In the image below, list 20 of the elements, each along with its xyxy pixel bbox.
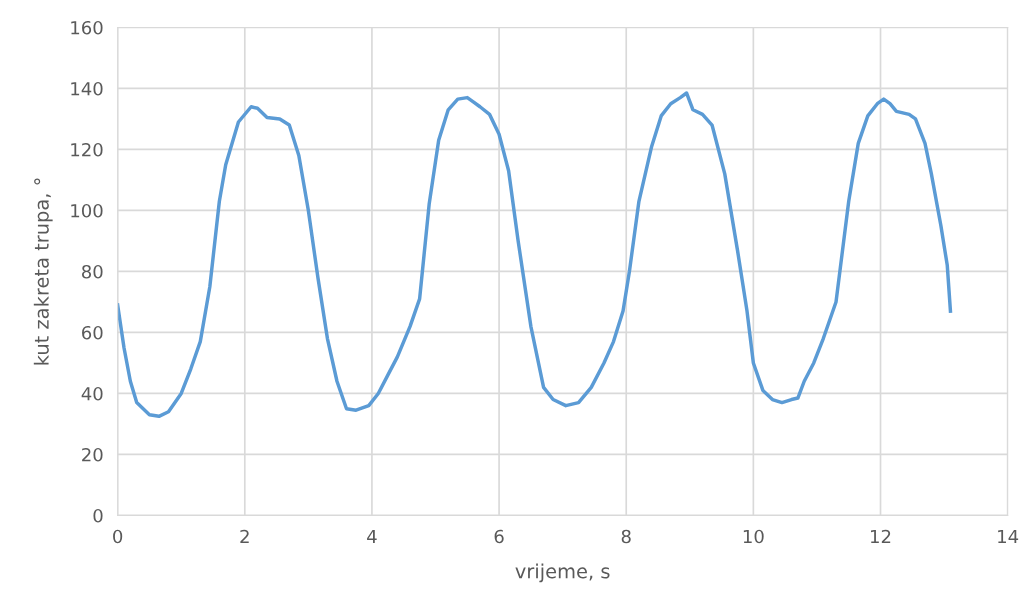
y-axis-title: kut zakreta trupa, ° xyxy=(33,178,53,365)
x-tick-label: 8 xyxy=(621,529,631,544)
y-tick-label: 120 xyxy=(71,142,103,157)
x-tick-label: 10 xyxy=(743,529,764,544)
y-tick-label: 160 xyxy=(71,20,103,35)
x-tick-label: 14 xyxy=(998,529,1019,544)
y-tick-label: 140 xyxy=(71,81,103,96)
x-tick-label: 0 xyxy=(113,529,123,544)
y-tick-label: 40 xyxy=(81,386,103,401)
y-tick-label: 20 xyxy=(82,447,103,462)
y-tick-label: 60 xyxy=(82,325,103,340)
x-tick-label: 12 xyxy=(871,529,891,544)
x-tick-label: 6 xyxy=(494,529,504,544)
line-series xyxy=(117,91,953,419)
x-tick-label: 4 xyxy=(367,529,377,544)
x-axis-title: vrijeme, s xyxy=(515,563,610,583)
y-tick-label: 80 xyxy=(82,264,103,279)
y-tick-label: 100 xyxy=(71,203,103,218)
y-tick-label: 0 xyxy=(93,508,103,523)
x-tick-label: 2 xyxy=(240,529,249,544)
